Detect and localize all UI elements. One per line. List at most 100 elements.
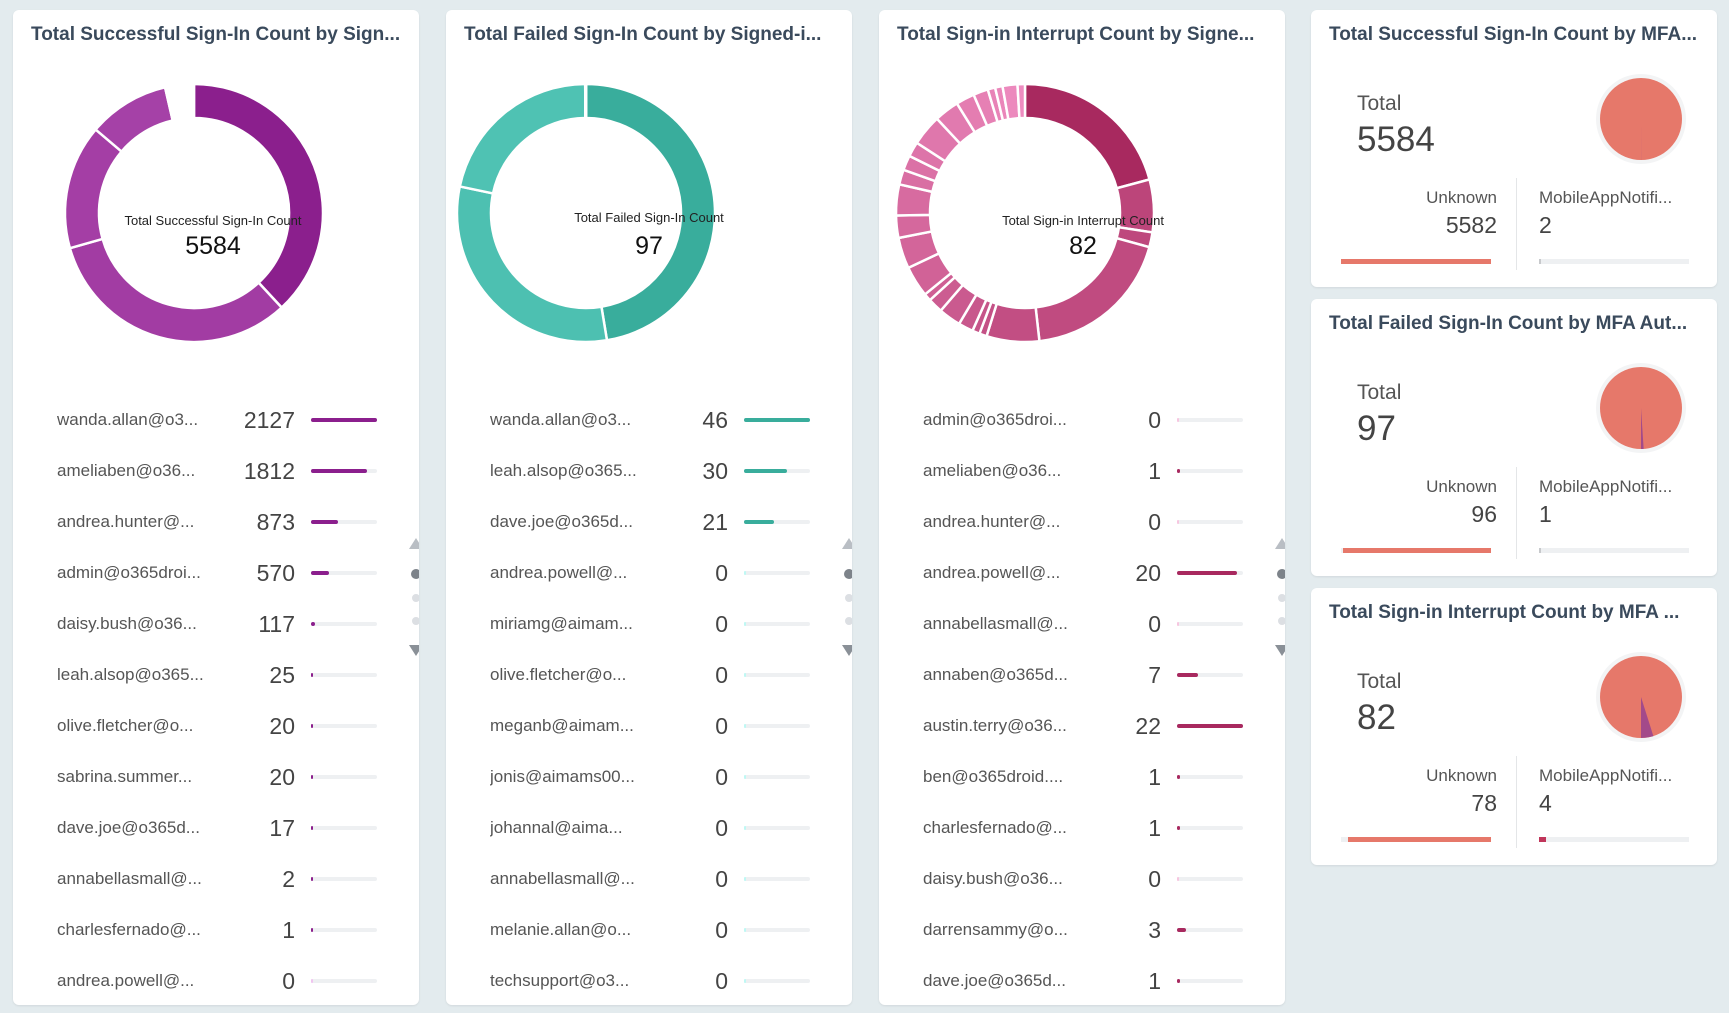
list-item[interactable]: austin.terry@o36... 22 <box>879 702 1285 753</box>
donut-chart <box>894 84 1156 344</box>
user-count: 873 <box>256 509 295 535</box>
user-name: miriamg@aimam... <box>490 614 633 633</box>
list-item[interactable]: darrensammy@o... 3 <box>879 906 1285 957</box>
donut-segment[interactable] <box>1016 84 1027 120</box>
list-item[interactable]: wanda.allan@o3... 2127 <box>13 396 419 447</box>
page-dot[interactable] <box>844 569 852 579</box>
list-item[interactable]: dave.joe@o365d... 21 <box>446 498 852 549</box>
list-item[interactable]: andrea.hunter@... 0 <box>879 498 1285 549</box>
list-item[interactable]: daisy.bush@o36... 117 <box>13 600 419 651</box>
count-bar <box>744 469 810 473</box>
list-item[interactable]: dave.joe@o365d... 1 <box>879 957 1285 994</box>
list-item[interactable]: techsupport@o3... 0 <box>446 957 852 994</box>
count-bar-fill <box>311 826 313 830</box>
page-dot[interactable] <box>1278 594 1285 602</box>
user-name: johannal@aima... <box>490 818 623 837</box>
pie-slice-mobileapp[interactable] <box>1641 408 1644 449</box>
panel-interrupt-signins: Total Sign-in Interrupt Count by Signe..… <box>879 10 1285 1005</box>
user-count: 1 <box>1148 764 1161 790</box>
list-item[interactable]: sabrina.summer... 20 <box>13 753 419 804</box>
list-item[interactable]: annabellasmall@... 0 <box>446 855 852 906</box>
list-item[interactable]: andrea.powell@... 0 <box>446 549 852 600</box>
list-item[interactable]: leah.alsop@o365... 30 <box>446 447 852 498</box>
list-item[interactable]: daisy.bush@o36... 0 <box>879 855 1285 906</box>
list-item[interactable]: ameliaben@o36... 1812 <box>13 447 419 498</box>
count-bar-fill <box>311 520 339 524</box>
page-dot[interactable] <box>412 617 419 625</box>
pie-slice-mobileapp[interactable] <box>1641 697 1654 738</box>
panel-title: Total Failed Sign-In Count by MFA Aut... <box>1329 313 1688 334</box>
list-item[interactable]: dave.joe@o365d... 17 <box>13 804 419 855</box>
page-dot[interactable] <box>1278 617 1285 625</box>
user-name: andrea.powell@... <box>923 563 1061 582</box>
scroll-down-icon[interactable] <box>1275 645 1285 656</box>
list-item[interactable]: johannal@aima... 0 <box>446 804 852 855</box>
count-bar-fill <box>311 673 313 677</box>
divider <box>1516 467 1517 559</box>
list-item[interactable]: andrea.hunter@... 873 <box>13 498 419 549</box>
donut-segment[interactable] <box>1023 84 1152 190</box>
list-item[interactable]: ben@o365droid.... 1 <box>879 753 1285 804</box>
user-name: olive.fletcher@o... <box>57 716 194 735</box>
user-name: annabellasmall@... <box>57 869 202 888</box>
user-count: 2127 <box>243 407 295 433</box>
user-list[interactable]: wanda.allan@o3... 2127 ameliaben@o36... 181… <box>13 396 419 994</box>
user-count: 2 <box>282 866 295 892</box>
user-list[interactable]: wanda.allan@o3... 46 leah.alsop@o365... 30 d… <box>446 396 852 994</box>
list-item[interactable]: admin@o365droi... 0 <box>879 396 1285 447</box>
list-item[interactable]: olive.fletcher@o... 20 <box>13 702 419 753</box>
count-bar <box>744 571 810 575</box>
page-dot[interactable] <box>412 594 419 602</box>
user-name: ben@o365droid.... <box>923 767 1064 786</box>
scroll-up-icon[interactable] <box>409 538 419 549</box>
scroll-up-icon[interactable] <box>1275 538 1285 549</box>
list-pager[interactable] <box>838 538 852 658</box>
list-item[interactable]: miriamg@aimam... 0 <box>446 600 852 651</box>
scroll-down-icon[interactable] <box>842 645 852 656</box>
list-item[interactable]: meganb@aimam... 0 <box>446 702 852 753</box>
list-pager[interactable] <box>405 538 419 658</box>
donut-segment[interactable] <box>191 84 196 120</box>
total-label: Total <box>1357 670 1402 693</box>
page-dot[interactable] <box>411 569 419 579</box>
donut-segment[interactable] <box>458 84 587 195</box>
count-bar <box>1177 571 1243 575</box>
user-count: 0 <box>715 662 728 688</box>
list-pager[interactable] <box>1271 538 1285 658</box>
user-name: dave.joe@o365d... <box>490 512 633 531</box>
page-dot[interactable] <box>845 594 852 602</box>
donut-segment[interactable] <box>584 84 717 342</box>
unknown-bar <box>1341 837 1491 842</box>
list-item[interactable]: charlesfernado@... 1 <box>879 804 1285 855</box>
list-item[interactable]: andrea.powell@... 20 <box>879 549 1285 600</box>
list-item[interactable]: melanie.allan@o... 0 <box>446 906 852 957</box>
count-bar-fill <box>1177 979 1180 983</box>
list-item[interactable]: wanda.allan@o3... 46 <box>446 396 852 447</box>
user-list[interactable]: admin@o365droi... 0 ameliaben@o36... 1 andre… <box>879 396 1285 994</box>
donut-segment[interactable] <box>192 84 325 310</box>
scroll-down-icon[interactable] <box>409 645 419 656</box>
list-item[interactable]: annaben@o365d... 7 <box>879 651 1285 702</box>
panel-mfa-failed: Total Failed Sign-In Count by MFA Aut...… <box>1311 299 1717 576</box>
user-count: 0 <box>1148 866 1161 892</box>
user-name: dave.joe@o365d... <box>923 971 1066 990</box>
count-bar <box>311 571 377 575</box>
list-item[interactable]: olive.fletcher@o... 0 <box>446 651 852 702</box>
list-item[interactable]: jonis@aimams00... 0 <box>446 753 852 804</box>
list-item[interactable]: charlesfernado@... 1 <box>13 906 419 957</box>
list-item[interactable]: ameliaben@o36... 1 <box>879 447 1285 498</box>
list-item[interactable]: annabellasmall@... 0 <box>879 600 1285 651</box>
scroll-up-icon[interactable] <box>842 538 852 549</box>
donut-segment[interactable] <box>63 127 124 250</box>
page-dot[interactable] <box>1277 569 1285 579</box>
user-count: 20 <box>269 764 295 790</box>
list-item[interactable]: andrea.powell@... 0 <box>13 957 419 994</box>
list-item[interactable]: leah.alsop@o365... 25 <box>13 651 419 702</box>
user-count: 1 <box>282 917 295 943</box>
list-item[interactable]: annabellasmall@... 2 <box>13 855 419 906</box>
user-name: austin.terry@o36... <box>923 716 1067 735</box>
count-bar-fill <box>744 877 746 881</box>
user-count: 0 <box>715 764 728 790</box>
page-dot[interactable] <box>845 617 852 625</box>
list-item[interactable]: admin@o365droi... 570 <box>13 549 419 600</box>
